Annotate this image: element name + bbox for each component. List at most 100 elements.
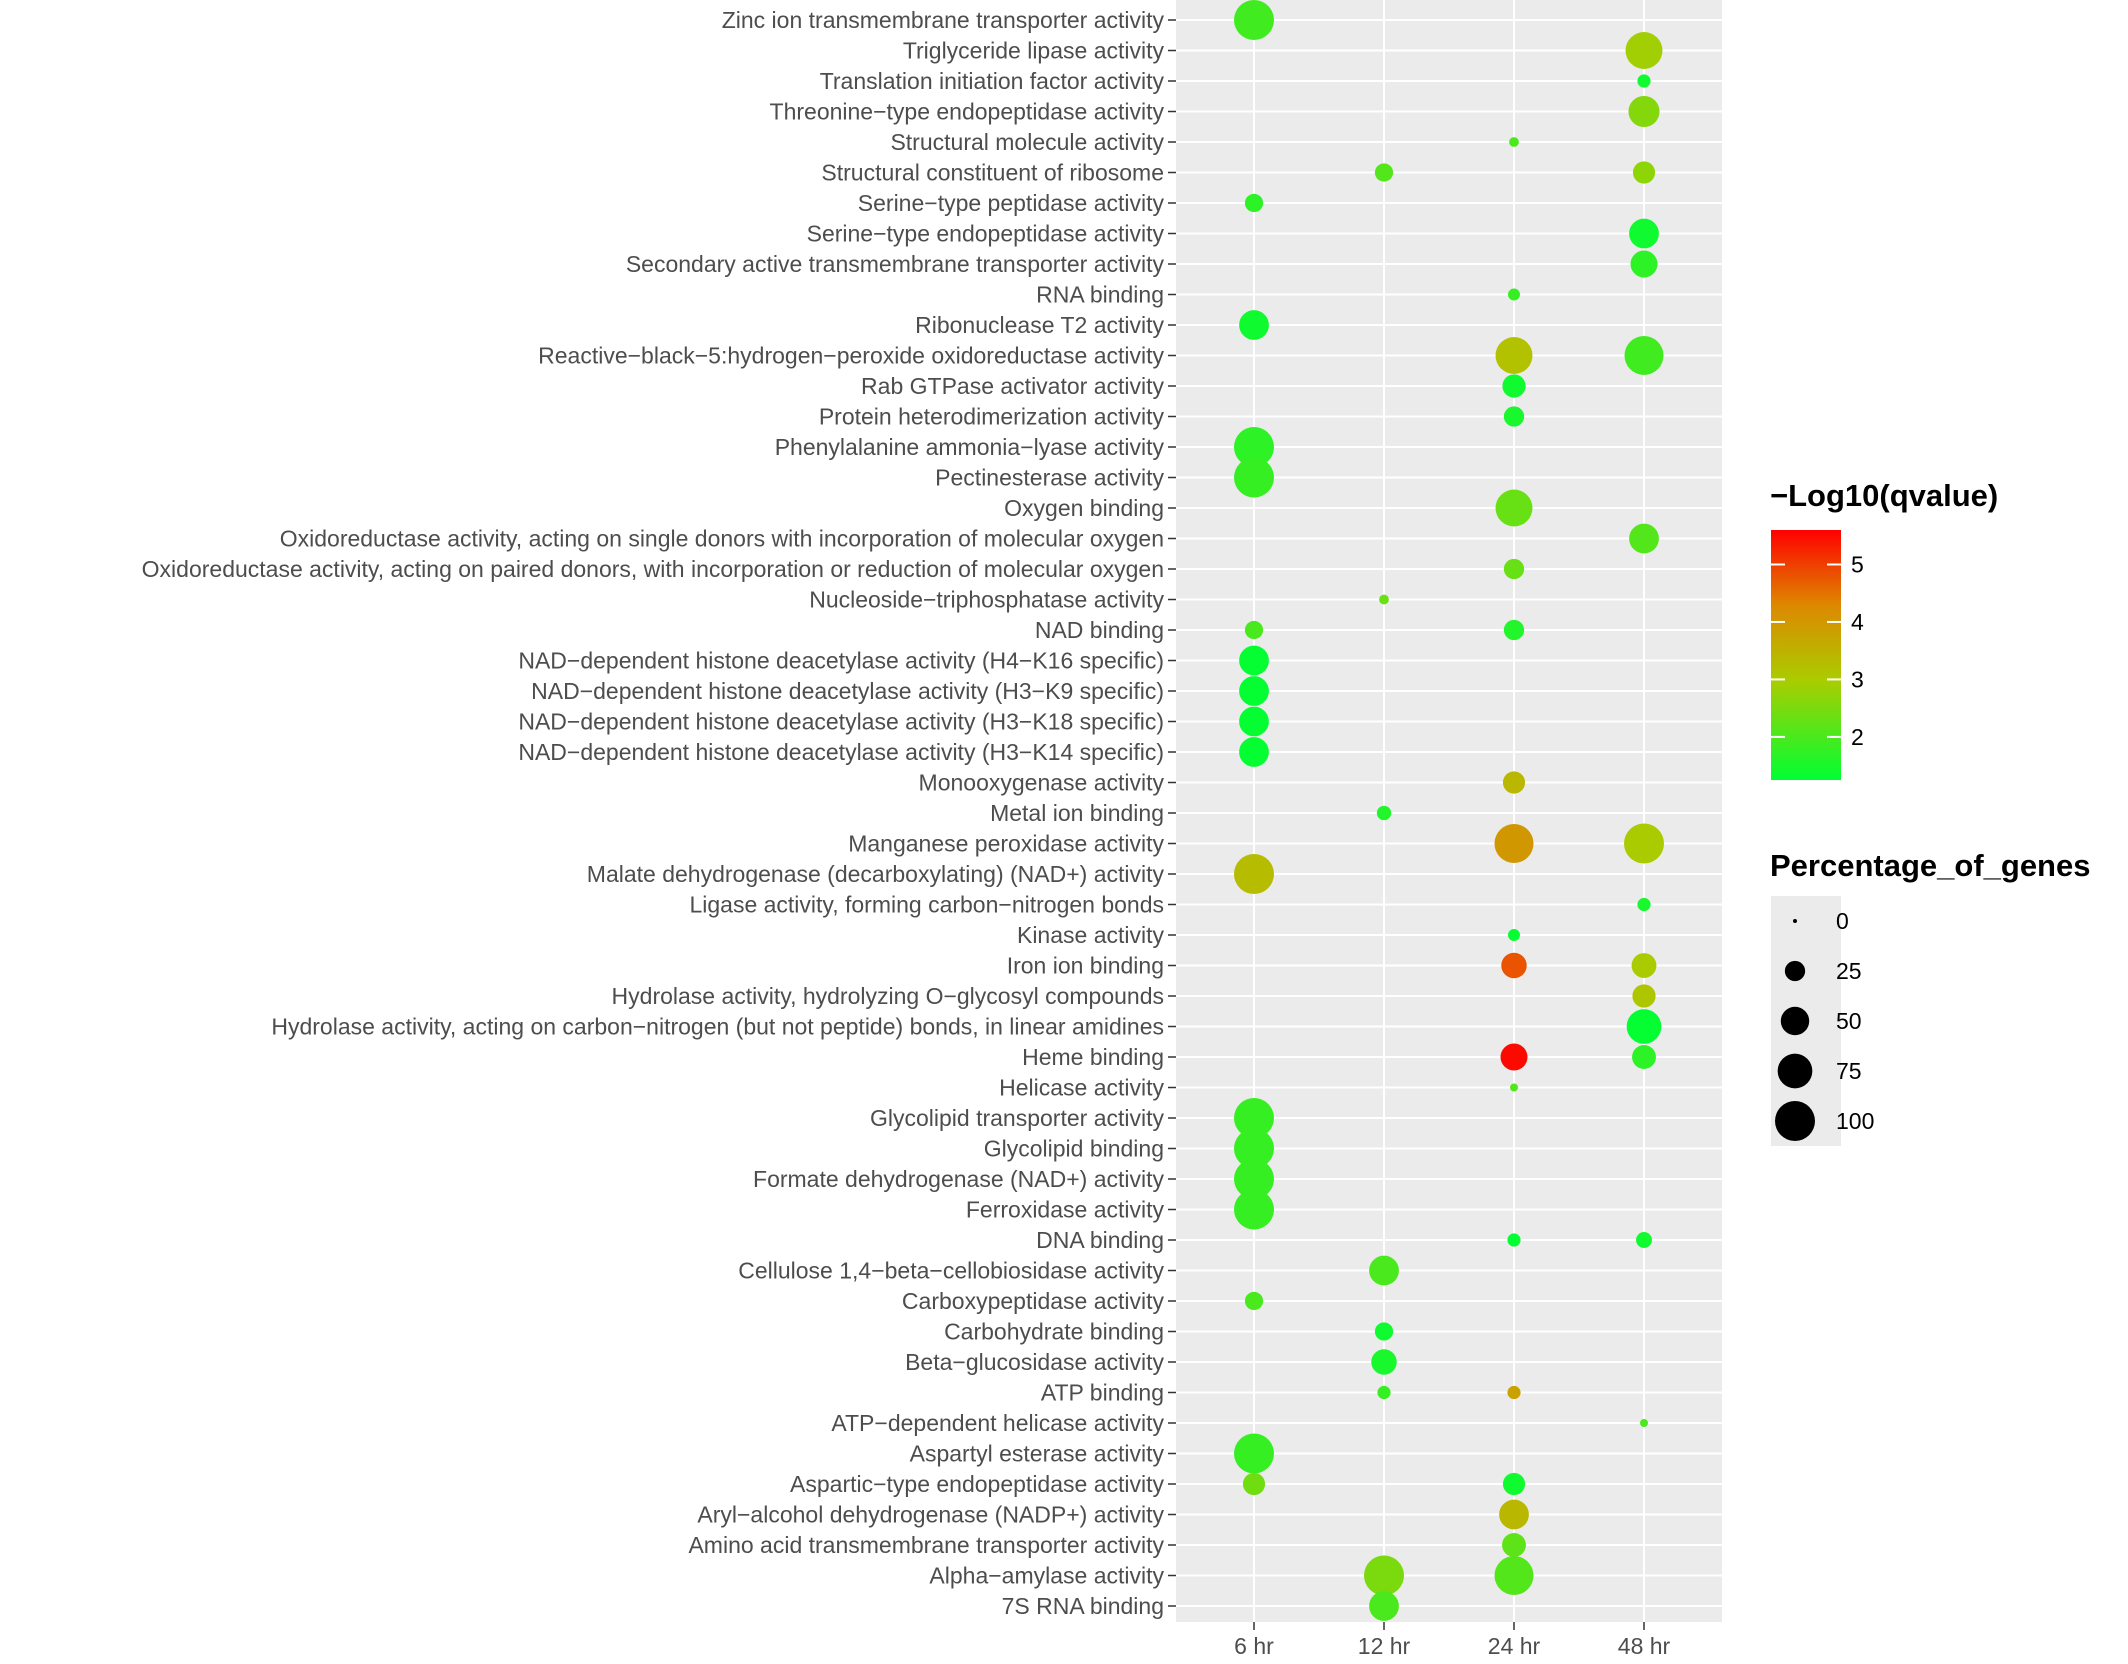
- data-point: [1374, 1322, 1394, 1341]
- y-axis-label: Manganese peroxidase activity: [848, 831, 1164, 857]
- y-axis-label: Aspartyl esterase activity: [910, 1441, 1165, 1467]
- y-axis-label: Hydrolase activity, hydrolyzing O−glycos…: [612, 983, 1164, 1009]
- data-point: [1369, 1255, 1399, 1286]
- y-axis-ticks: [1168, 19, 1176, 1607]
- data-point: [1244, 620, 1264, 640]
- data-point: [1503, 619, 1525, 641]
- y-axis-label: Iron ion binding: [1007, 953, 1164, 979]
- size-legend-tick-label: 0: [1836, 908, 1849, 934]
- y-axis-label: Formate dehydrogenase (NAD+) activity: [753, 1166, 1164, 1192]
- y-axis-label: Aryl−alcohol dehydrogenase (NADP+) activ…: [697, 1502, 1164, 1528]
- color-legend-tick-label: 5: [1851, 551, 1864, 577]
- y-axis-label: Oxygen binding: [1004, 495, 1164, 521]
- y-axis-label: NAD binding: [1035, 617, 1164, 643]
- color-legend-ticks: 2 3 4 5: [1771, 551, 1864, 750]
- color-legend-tick-label: 3: [1851, 666, 1864, 692]
- size-legend-key: [1793, 919, 1797, 923]
- size-legend-tick-label: 75: [1836, 1058, 1862, 1084]
- y-axis-label: Alpha−amylase activity: [929, 1563, 1164, 1589]
- size-legend-keys: 0 25 50 75 100: [1775, 908, 1874, 1141]
- data-point: [1630, 250, 1658, 278]
- y-axis-label: Zinc ion transmembrane transporter activ…: [722, 7, 1165, 33]
- y-axis-label: Carboxypeptidase activity: [902, 1288, 1165, 1314]
- y-axis-label: DNA binding: [1036, 1227, 1164, 1253]
- data-point: [1234, 0, 1274, 40]
- data-point: [1629, 218, 1659, 249]
- data-point: [1508, 929, 1520, 941]
- data-point: [1239, 706, 1269, 737]
- data-point: [1234, 457, 1274, 498]
- data-point: [1234, 1159, 1274, 1199]
- data-point: [1624, 823, 1664, 864]
- size-legend-key: [1784, 960, 1806, 982]
- data-point: [1234, 1128, 1274, 1169]
- y-axis-label: 7S RNA binding: [1002, 1593, 1164, 1619]
- data-point: [1502, 771, 1526, 794]
- y-axis-label: Heme binding: [1022, 1044, 1164, 1070]
- data-point: [1379, 594, 1389, 605]
- x-axis-label: 12 hr: [1358, 1633, 1411, 1659]
- data-point: [1507, 1233, 1521, 1247]
- data-point: [1371, 1349, 1397, 1375]
- data-point: [1239, 676, 1269, 706]
- data-point: [1242, 1472, 1266, 1496]
- data-point: [1629, 523, 1659, 554]
- y-axis-label: Ligase activity, forming carbon−nitrogen…: [689, 892, 1164, 918]
- data-point: [1625, 32, 1663, 69]
- y-axis-label: Serine−type endopeptidase activity: [807, 221, 1165, 247]
- data-point: [1495, 489, 1533, 527]
- y-axis-label: Kinase activity: [1017, 922, 1165, 948]
- x-axis-label: 48 hr: [1618, 1633, 1671, 1659]
- data-point: [1364, 1555, 1404, 1596]
- data-point: [1234, 427, 1274, 467]
- y-axis-label: Secondary active transmembrane transport…: [626, 251, 1165, 277]
- size-legend-key: [1780, 1006, 1810, 1036]
- y-axis-labels: Zinc ion transmembrane transporter activ…: [142, 7, 1165, 1619]
- y-axis-label: Metal ion binding: [990, 800, 1164, 826]
- y-axis-label: Glycolipid transporter activity: [870, 1105, 1164, 1131]
- x-axis-label: 24 hr: [1488, 1633, 1541, 1659]
- data-point: [1374, 163, 1394, 182]
- y-axis-label: Malate dehydrogenase (decarboxylating) (…: [587, 861, 1165, 887]
- data-point: [1234, 1098, 1274, 1138]
- size-legend-key: [1775, 1101, 1815, 1141]
- size-legend-tick-label: 100: [1836, 1108, 1874, 1134]
- data-point: [1631, 953, 1657, 978]
- y-axis-label: RNA binding: [1036, 282, 1164, 308]
- y-axis-label: NAD−dependent histone deacetylase activi…: [518, 709, 1164, 735]
- data-point: [1502, 1533, 1526, 1557]
- plot-panel: [1176, 0, 1722, 1622]
- y-axis-label: Glycolipid binding: [984, 1136, 1164, 1162]
- data-point: [1239, 737, 1269, 767]
- y-axis-label: Aspartic−type endopeptidase activity: [790, 1471, 1164, 1497]
- data-point: [1632, 161, 1656, 184]
- y-axis-label: ATP−dependent helicase activity: [831, 1410, 1164, 1436]
- y-axis-label: Monooxygenase activity: [919, 770, 1165, 796]
- data-point: [1239, 310, 1269, 340]
- data-point: [1499, 1499, 1529, 1530]
- size-legend-tick-label: 25: [1836, 958, 1862, 984]
- x-axis-label: 6 hr: [1234, 1633, 1274, 1659]
- y-axis-label: Reactive−black−5:hydrogen−peroxide oxido…: [538, 343, 1164, 369]
- data-point: [1640, 1419, 1648, 1427]
- y-axis-label: Cellulose 1,4−beta−cellobiosidase activi…: [738, 1258, 1164, 1284]
- data-point: [1501, 952, 1527, 979]
- data-point: [1626, 1009, 1662, 1044]
- data-point: [1628, 95, 1660, 128]
- y-axis-label: Serine−type peptidase activity: [858, 190, 1165, 216]
- y-axis-label: ATP binding: [1041, 1380, 1164, 1406]
- data-point: [1507, 1385, 1521, 1400]
- data-points: [1234, 0, 1664, 1621]
- y-axis-label: Threonine−type endopeptidase activity: [770, 99, 1165, 125]
- data-point: [1509, 137, 1519, 147]
- size-legend-title: Percentage_of_genes: [1770, 848, 2090, 883]
- data-point: [1234, 1433, 1274, 1474]
- y-axis-label: NAD−dependent histone deacetylase activi…: [531, 678, 1164, 704]
- data-point: [1632, 1045, 1656, 1069]
- data-point: [1244, 1291, 1264, 1311]
- data-point: [1377, 1385, 1391, 1400]
- y-axis-label: NAD−dependent histone deacetylase activi…: [518, 648, 1164, 674]
- y-axis-label: Structural constituent of ribosome: [821, 160, 1164, 186]
- data-point: [1637, 74, 1651, 88]
- data-point: [1502, 374, 1526, 398]
